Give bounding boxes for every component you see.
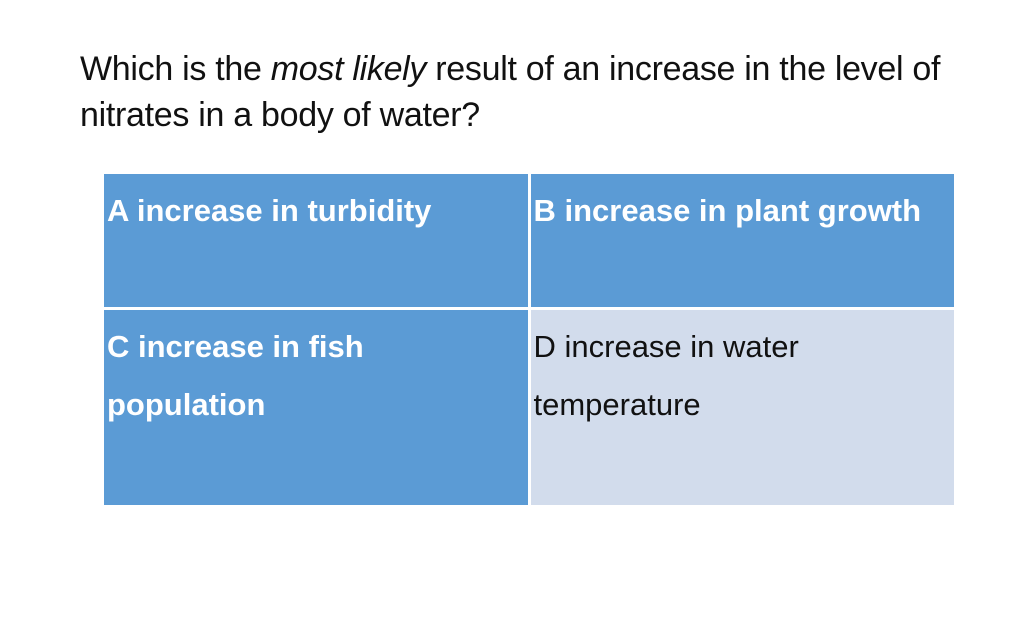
answer-option-a[interactable]: A increase in turbidity [104,174,531,310]
question-emphasis: most likely [270,50,427,88]
answer-table: A increase in turbidity B increase in pl… [104,174,954,505]
answer-row: A increase in turbidity B increase in pl… [104,174,954,310]
answer-option-d[interactable]: D increase in water temperature [527,306,954,505]
question-text: Which is the most likely result of an in… [80,46,960,138]
answer-option-c[interactable]: C increase in fish population [104,306,531,505]
answer-option-b[interactable]: B increase in plant growth [527,174,954,310]
answer-row: C increase in fish population D increase… [104,306,954,505]
question-part-2: result of an increase in the level of ni… [80,50,941,134]
question-part-1: Which is the [80,50,271,88]
